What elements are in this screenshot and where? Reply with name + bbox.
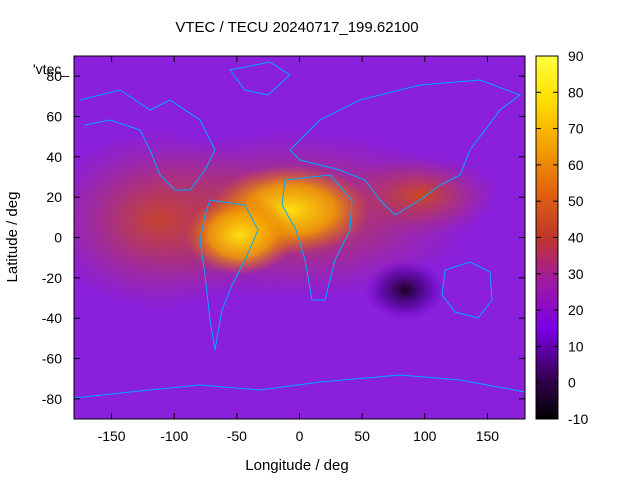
y-axis-label: Latitude / deg bbox=[4, 192, 21, 283]
colorbar-tick-label: 10 bbox=[568, 338, 584, 354]
colorbar-tick-label: 60 bbox=[568, 157, 584, 173]
y-tick-label: 80 bbox=[46, 68, 62, 84]
y-tick-label: -40 bbox=[42, 310, 62, 326]
coastline-australia bbox=[441, 261, 493, 319]
heatmap-region-samerica-peak bbox=[185, 195, 295, 275]
x-tick-label: 150 bbox=[476, 428, 500, 444]
colorbar-tick-label: -10 bbox=[568, 411, 588, 427]
coastline-europe-asia bbox=[289, 79, 522, 216]
y-tick-label: 40 bbox=[46, 149, 62, 165]
colorbar-tick-label: 80 bbox=[568, 84, 584, 100]
coastline-north-america bbox=[79, 89, 216, 191]
colorbar-tick-label: 50 bbox=[568, 193, 584, 209]
colorbar-tick-label: 40 bbox=[568, 230, 584, 246]
y-tick-label: 0 bbox=[54, 230, 62, 246]
coastline-antarctica bbox=[74, 374, 525, 399]
y-tick-label: -80 bbox=[42, 391, 62, 407]
x-tick-label: 50 bbox=[354, 428, 370, 444]
x-tick-label: -150 bbox=[98, 428, 126, 444]
colorbar-tick-label: 0 bbox=[568, 375, 576, 391]
y-tick-label: -60 bbox=[42, 351, 62, 367]
colorbar-tick-label: 90 bbox=[568, 48, 584, 64]
y-tick-label: 60 bbox=[46, 109, 62, 125]
heatmap-region-indian-minimum bbox=[365, 260, 445, 320]
colorbar-tick-label: 70 bbox=[568, 121, 584, 137]
legend-entry: 'vtec_ bbox=[33, 61, 69, 77]
vtec-heatmap bbox=[74, 56, 525, 419]
x-axis-label: Longitude / deg bbox=[245, 457, 348, 474]
colorbar-tick-label: 20 bbox=[568, 302, 584, 318]
coastline-overlay bbox=[74, 61, 525, 399]
coastline-south-america bbox=[199, 199, 259, 351]
y-tick-label: 20 bbox=[46, 189, 62, 205]
colorbar-ticks: -10 0 10 20 30 40 50 60 70 80 90 bbox=[536, 48, 588, 427]
x-axis: -150 -100 -50 0 50 100 150 bbox=[98, 56, 500, 444]
x-tick-label: -50 bbox=[227, 428, 247, 444]
colorbar-tick-label: 30 bbox=[568, 266, 584, 282]
y-axis: -80 -60 -40 -20 0 20 40 60 80 bbox=[42, 68, 525, 407]
coastline-greenland bbox=[229, 61, 291, 96]
coastline-africa bbox=[281, 174, 353, 301]
chart-title: VTEC / TECU 20240717_199.62100 bbox=[175, 19, 418, 36]
y-tick-label: -20 bbox=[42, 270, 62, 286]
x-tick-label: 100 bbox=[413, 428, 437, 444]
x-tick-label: -100 bbox=[160, 428, 188, 444]
x-tick-label: 0 bbox=[296, 428, 304, 444]
